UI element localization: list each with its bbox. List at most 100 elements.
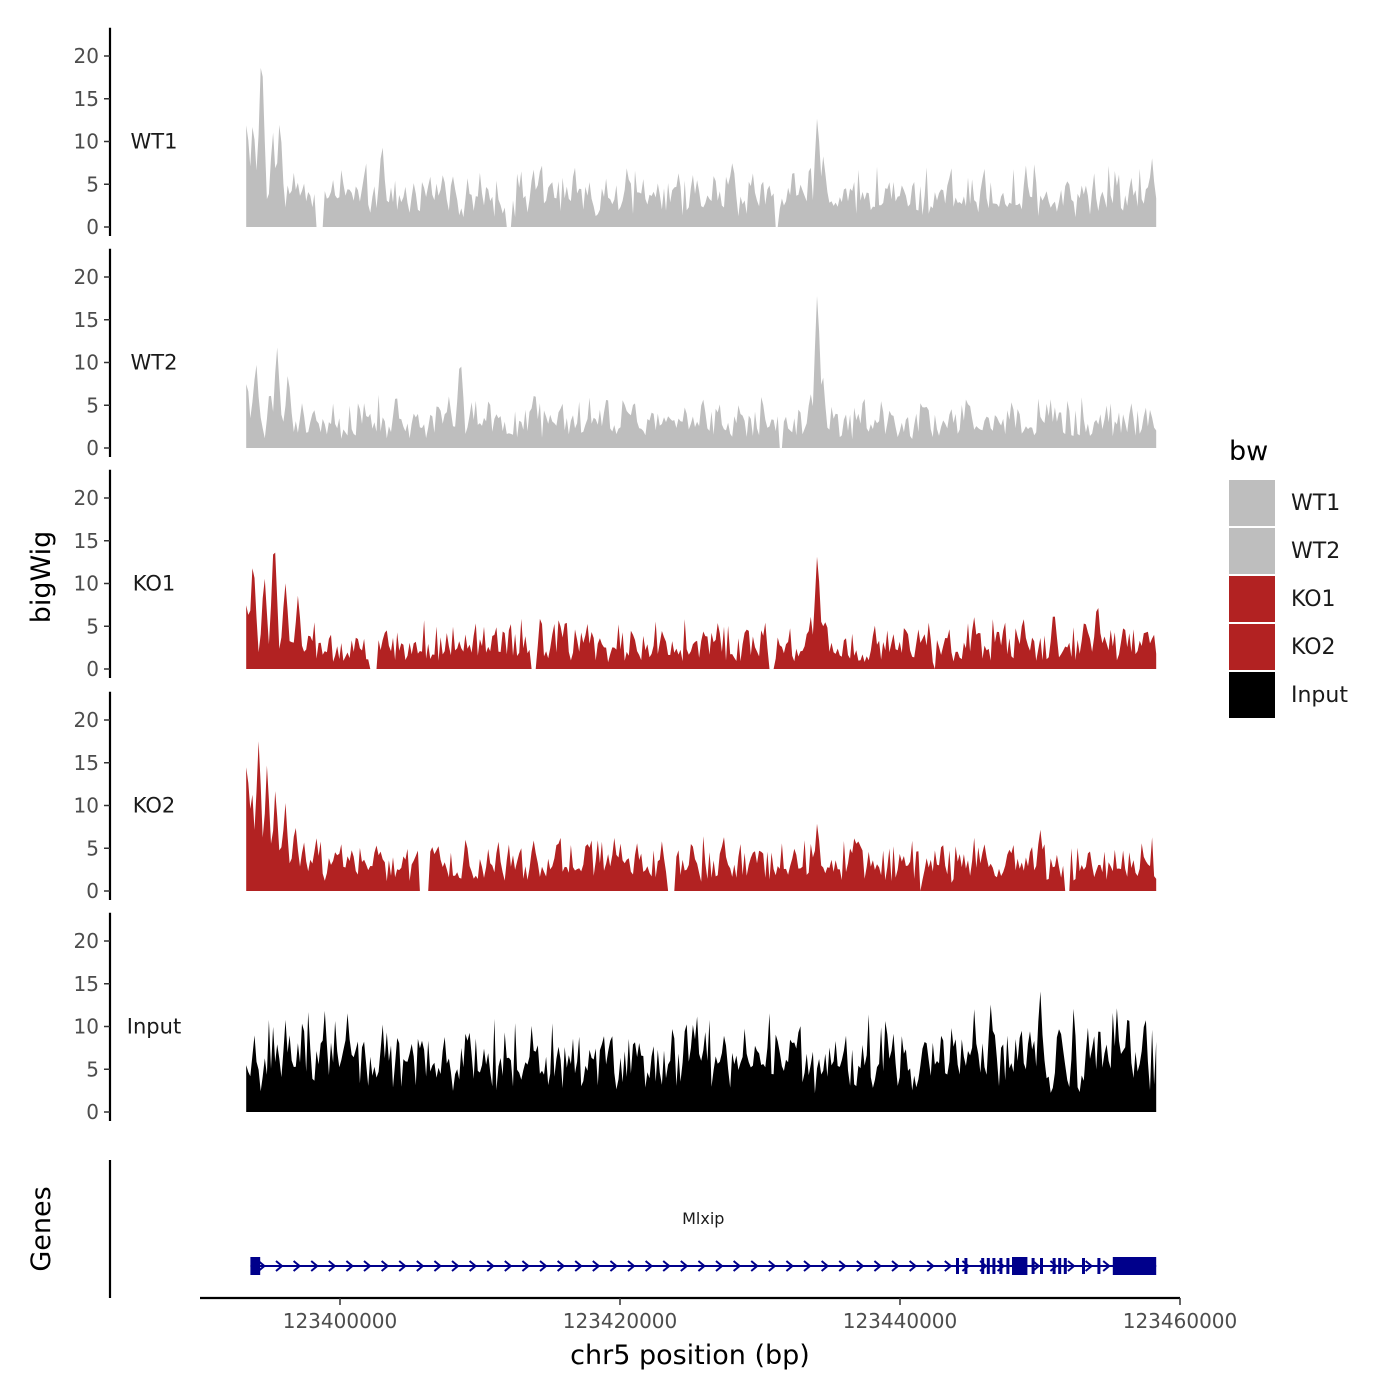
gene-track-title: Genes: [26, 1186, 57, 1271]
x-tick-label: 123420000: [563, 1309, 678, 1333]
strand-arrow: [856, 1260, 865, 1272]
legend-item-ko1: KO1: [1229, 576, 1336, 622]
y-tick-label: 10: [74, 572, 99, 596]
strand-arrow: [891, 1260, 900, 1272]
strand-arrow: [908, 1260, 918, 1272]
track-label: KO1: [133, 572, 176, 596]
y-tick-label: 20: [74, 929, 99, 953]
strand-arrow: [1049, 1260, 1058, 1272]
strand-arrow: [574, 1260, 583, 1272]
legend: bw WT1 WT2 KO1 KO2 Input: [1229, 436, 1348, 718]
strand-arrow: [416, 1260, 425, 1272]
y-tick-label: 5: [86, 614, 99, 638]
gene-exon: [986, 1258, 990, 1274]
track-label: WT2: [131, 351, 178, 375]
x-axis: 123400000 123420000 123440000 123460000: [200, 1296, 1238, 1333]
strand-arrow: [820, 1260, 830, 1272]
gene-exon: [1006, 1258, 1010, 1274]
gene-exon: [1097, 1258, 1101, 1274]
y-tick-label: 0: [86, 215, 99, 239]
gene-exon: [999, 1258, 1003, 1274]
legend-item-wt1: WT1: [1229, 480, 1340, 526]
coverage-area-wt1: [246, 67, 1157, 228]
strand-arrow: [592, 1260, 601, 1272]
strand-arrow: [944, 1260, 953, 1272]
y-tick-label: 20: [74, 708, 99, 732]
track-label: WT1: [131, 130, 178, 154]
legend-swatch: [1229, 624, 1275, 670]
track-label: Input: [127, 1015, 181, 1039]
strand-arrow: [556, 1260, 566, 1272]
track-label: KO2: [133, 794, 176, 818]
strand-arrow: [398, 1260, 407, 1272]
strand-arrow: [926, 1260, 935, 1272]
gene-exon: [956, 1258, 959, 1274]
legend-label: WT1: [1291, 491, 1340, 516]
x-tick-label: 123460000: [1123, 1309, 1238, 1333]
gene-exon: [1058, 1258, 1062, 1274]
legend-swatch: [1229, 576, 1275, 622]
strand-arrow: [380, 1260, 390, 1272]
y-tick-label: 15: [74, 972, 99, 996]
coverage-area-input: [246, 991, 1157, 1112]
strand-arrow: [504, 1260, 513, 1272]
gene-exon: [1012, 1257, 1028, 1275]
legend-label: Input: [1291, 683, 1348, 708]
gene-exon: [992, 1258, 996, 1274]
strand-arrow: [732, 1260, 742, 1272]
y-tick-label: 20: [74, 265, 99, 289]
track-ko1: 0 5 10 15 20 KO1: [74, 469, 1157, 681]
strand-arrow: [257, 1260, 266, 1272]
y-tick-label: 5: [86, 1057, 99, 1081]
strand-arrow: [451, 1260, 460, 1272]
strand-arrow: [662, 1260, 671, 1272]
strand-arrow: [539, 1260, 548, 1272]
strand-arrow: [785, 1260, 794, 1272]
strand-arrow: [1032, 1260, 1041, 1272]
y-tick-label: 15: [74, 751, 99, 775]
y-axis-title: bigWig: [26, 531, 57, 624]
gene-label: Mlxip: [682, 1209, 724, 1228]
gene-exon: [1082, 1258, 1085, 1274]
strand-arrow: [1084, 1260, 1094, 1272]
coverage-area-ko2: [246, 741, 1157, 891]
strand-arrow: [468, 1260, 478, 1272]
strand-arrow: [275, 1260, 284, 1272]
strand-arrow: [433, 1260, 442, 1272]
y-tick-label: 0: [86, 1100, 99, 1124]
track-ko2: 0 5 10 15 20 KO2: [74, 691, 1157, 903]
track-wt1: 0 5 10 15 20 WT1: [74, 27, 1157, 239]
legend-swatch: [1229, 480, 1275, 526]
strand-arrow: [644, 1260, 654, 1272]
coverage-tracks: 0 5 10 15 20 WT1 0 5 10 15 20 WT2 0 5 10 15 20 KO1 0 5 10 15 2…: [74, 27, 1157, 1124]
gene-mlxip: Mlxip: [250, 1209, 1157, 1275]
gene-exon: [981, 1258, 985, 1274]
strand-arrow: [768, 1260, 777, 1272]
gene-exon: [1112, 1257, 1157, 1275]
y-tick-label: 5: [86, 836, 99, 860]
strand-arrow: [838, 1260, 847, 1272]
x-tick-label: 123440000: [843, 1309, 958, 1333]
coverage-area-wt2: [246, 295, 1157, 448]
y-tick-label: 0: [86, 657, 99, 681]
legend-items: WT1 WT2 KO1 KO2 Input: [1229, 480, 1348, 718]
strand-arrow: [680, 1260, 689, 1272]
y-tick-label: 10: [74, 1015, 99, 1039]
y-tick-label: 15: [74, 529, 99, 553]
gene-exon: [964, 1258, 968, 1274]
strand-arrow: [328, 1260, 337, 1272]
strand-arrow: [697, 1260, 706, 1272]
gene-exon: [1063, 1258, 1067, 1274]
strand-arrow: [609, 1260, 618, 1272]
strand-arrow: [363, 1260, 372, 1272]
gene-exon: [1031, 1258, 1035, 1274]
legend-item-wt2: WT2: [1229, 528, 1340, 574]
y-tick-label: 5: [86, 393, 99, 417]
y-tick-label: 15: [74, 87, 99, 111]
coverage-area-ko1: [246, 552, 1157, 669]
strand-arrow: [1067, 1260, 1076, 1272]
strand-arrow: [310, 1260, 319, 1272]
strand-arrow: [521, 1260, 530, 1272]
strand-arrow: [750, 1260, 759, 1272]
